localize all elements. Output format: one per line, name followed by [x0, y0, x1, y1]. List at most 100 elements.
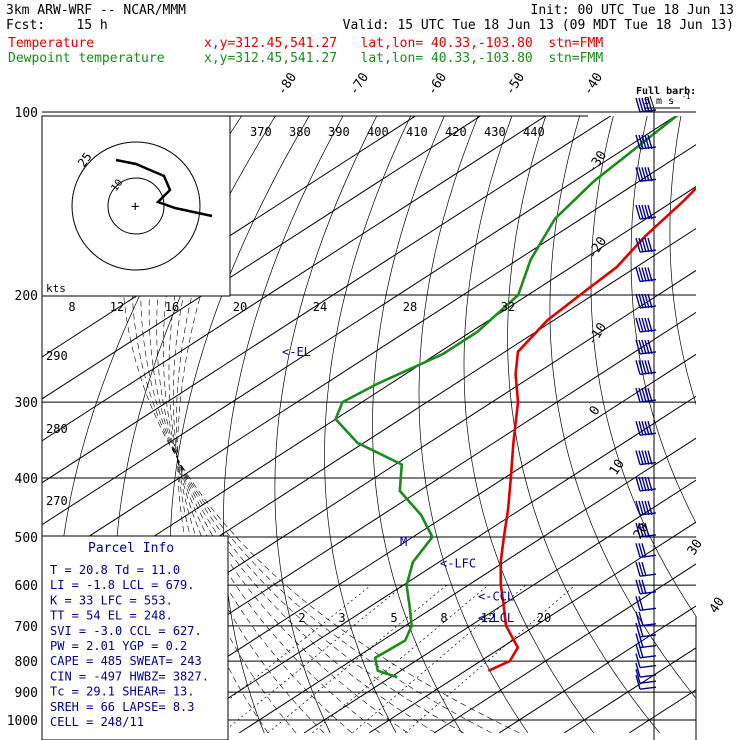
valid-time: Valid: 15 UTC Tue 18 Jun 13 (09 MDT Tue … [342, 18, 734, 33]
model-title: 3km ARW-WRF -- NCAR/MMM [6, 3, 187, 18]
wind-barb [635, 669, 657, 684]
wind-barb [635, 339, 657, 355]
hodograph-ring [107, 177, 165, 235]
pressure-tick-label: 600 [15, 579, 38, 594]
mixing-ratio-label: 8 [440, 611, 447, 625]
dry-adiabat [590, 116, 696, 617]
forecast-hour: Fcst: 15 h [6, 18, 108, 33]
wind-barb [635, 561, 657, 577]
temperature-tick-label: 10 [607, 457, 628, 478]
wind-barb [635, 387, 657, 403]
hodograph-trace [115, 158, 213, 218]
wind-barb [635, 579, 657, 595]
wind-barb [635, 97, 657, 113]
pressure-tick-label: 900 [15, 686, 38, 701]
dewpoint-legend: Dewpoint temperature [8, 51, 165, 66]
temperature-tick-label: -70 [347, 70, 372, 98]
wind-legend-barb [649, 95, 655, 109]
parcel-info-row: TT = 54 EL = 248. [50, 609, 173, 623]
temperature-tick-label: -60 [425, 70, 450, 98]
hodograph-speed-label: 12 [110, 300, 124, 314]
init-time: Init: 00 UTC Tue 18 Jun 13 [530, 3, 735, 18]
theta-e-label: 410 [406, 125, 428, 139]
parcel-info-row: SREH = 66 LAPSE= 8.3 [50, 700, 195, 714]
parcel-info-row: CAPE = 485 SWEAT= 243 [50, 654, 202, 668]
wind-barb [635, 653, 657, 669]
theta-e-label: 270 [46, 494, 68, 508]
isotherm-line [239, 437, 696, 734]
temperature-location: x,y=312.45,541.27 lat,lon= 40.33,-103.80… [204, 36, 604, 51]
mixing-ratio-label: 5 [390, 611, 397, 625]
mixing-ratio-line [267, 584, 447, 734]
pressure-tick-label: 500 [15, 531, 38, 546]
moist-adiabat [123, 294, 520, 734]
theta-e-label: 430 [484, 125, 506, 139]
mixing-ratio-label: 2 [298, 611, 305, 625]
dewpoint-profile [334, 116, 679, 679]
parcel-info-row: PW = 2.01 YGP = 0.2 [50, 639, 187, 653]
hodograph-speed-label: 24 [313, 300, 327, 314]
level-marker: <-LCL [478, 611, 514, 625]
hodograph-speed-label: 8 [68, 300, 75, 314]
isotherm-line [42, 116, 417, 358]
mixing-ratio-label: 3 [338, 611, 345, 625]
parcel-info-row: T = 20.8 Td = 11.0 [50, 563, 180, 577]
pressure-tick-label: 100 [15, 106, 38, 121]
theta-e-label: 400 [367, 125, 389, 139]
wind-barb [635, 360, 657, 375]
parcel-info-row: Tc = 29.1 SHEAR= 13. [50, 685, 195, 699]
wind-barb [635, 293, 657, 309]
wind-legend-exponent: -1 [682, 93, 690, 101]
wind-barb [635, 662, 657, 678]
dry-adiabat [549, 116, 696, 699]
hodograph-box [41, 115, 231, 297]
isotherm-line [42, 116, 482, 400]
isotherm-line [304, 479, 696, 734]
temperature-tick-label: 30 [685, 537, 706, 558]
temperature-tick-label: 40 [707, 595, 728, 616]
moist-adiabat [162, 294, 380, 734]
dry-adiabat [669, 116, 696, 406]
pressure-tick-label: 200 [15, 289, 38, 304]
isotherm-line [42, 116, 547, 442]
hodograph-ring-label: 25 [75, 150, 95, 170]
dry-adiabat [372, 116, 463, 734]
mixing-ratio-label: 12 [481, 611, 495, 625]
theta-e-label: 390 [328, 125, 350, 139]
wind-barb [635, 237, 657, 253]
hodograph-units-label: kts [46, 282, 66, 295]
pressure-tick-label: 300 [15, 396, 38, 411]
parcel-info-row: K = 33 LFC = 553. [50, 593, 173, 607]
parcel-info-row: CIN = -497 HWBZ= 3827. [50, 669, 209, 683]
pressure-tick-label: 800 [15, 655, 38, 670]
dry-adiabat [223, 116, 344, 734]
temperature-tick-label: -50 [503, 70, 528, 98]
hodograph-speed-label: 32 [501, 300, 515, 314]
mixing-ratio-label: 20 [537, 611, 551, 625]
wind-barb [635, 317, 657, 333]
dry-adiabat [708, 112, 740, 733]
dewpoint-location: x,y=312.45,541.27 lat,lon= 40.33,-103.80… [204, 51, 604, 66]
temperature-profile [487, 186, 696, 672]
wind-legend-units: 5 m s [644, 96, 674, 107]
parcel-info-row: LI = -1.8 LCL = 679. [50, 578, 195, 592]
moist-adiabat [140, 294, 464, 734]
theta-e-label: 280 [46, 422, 68, 436]
moist-adiabat [168, 294, 353, 734]
wind-barb [635, 611, 657, 627]
wind-barb [635, 450, 657, 466]
temperature-legend: Temperature [8, 36, 95, 51]
hodograph-speed-label: 16 [165, 300, 179, 314]
theta-e-label: 370 [250, 125, 272, 139]
hodograph-speed-label: 20 [233, 300, 247, 314]
wind-legend-title: Full barb: [636, 86, 696, 97]
dry-adiabat [507, 116, 660, 734]
temperature-tick-label: -10 [585, 320, 610, 348]
pressure-tick-label: 1000 [7, 714, 38, 729]
parcel-info-row: CELL = 248/11 [50, 715, 144, 729]
hodograph-origin: + [131, 199, 139, 215]
theta-e-label: 380 [289, 125, 311, 139]
temperature-tick-label: 20 [631, 521, 652, 542]
isotherm-line [434, 563, 696, 734]
